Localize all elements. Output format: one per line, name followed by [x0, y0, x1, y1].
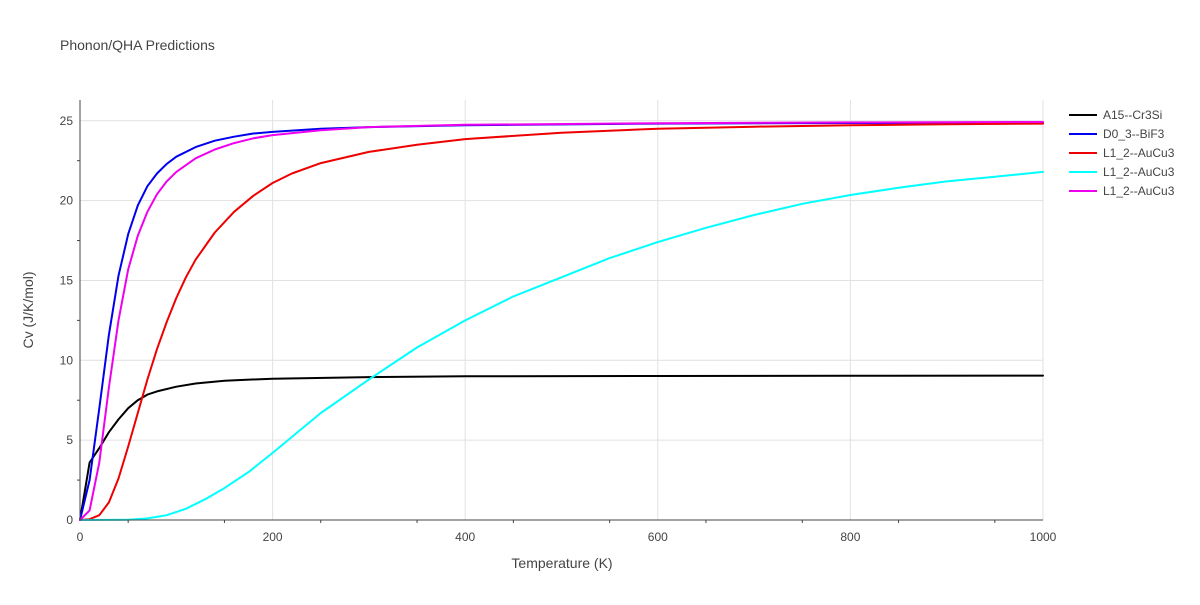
chart-title: Phonon/QHA Predictions: [60, 37, 215, 53]
series-line-4: [79, 121, 1044, 521]
x-tick-label: 400: [455, 530, 475, 544]
legend[interactable]: A15--Cr3Si D0_3--BiF3 L1_2--AuCu3 L1_2--AuC…: [1069, 108, 1175, 198]
x-tick-label: 800: [840, 530, 860, 544]
grid-lines: [80, 100, 1044, 520]
y-tick-label: 5: [66, 433, 73, 447]
legend-item-0[interactable]: A15--Cr3Si: [1069, 108, 1162, 122]
x-tick-label: 1000: [1030, 530, 1057, 544]
legend-item-2[interactable]: L1_2--AuCu3: [1069, 146, 1175, 160]
y-tick-label: 15: [60, 273, 74, 287]
legend-label: L1_2--AuCu3: [1103, 146, 1175, 160]
x-tick-label: 0: [77, 530, 84, 544]
legend-label: L1_2--AuCu3: [1103, 184, 1175, 198]
legend-label: D0_3--BiF3: [1103, 127, 1165, 141]
legend-item-3[interactable]: L1_2--AuCu3: [1069, 165, 1175, 179]
x-axis-title: Temperature (K): [511, 555, 612, 571]
axes: 0 200 400 600 800 1000 0 5 10 15 20 25: [60, 100, 1057, 544]
legend-item-4[interactable]: L1_2--AuCu3: [1069, 184, 1175, 198]
series-line-3: [79, 170, 1044, 521]
x-tick-label: 600: [648, 530, 668, 544]
y-tick-label: 20: [60, 194, 74, 208]
x-tick-label: 200: [263, 530, 283, 544]
legend-label: L1_2--AuCu3: [1103, 165, 1175, 179]
series-line-1: [79, 121, 1044, 521]
legend-label: A15--Cr3Si: [1103, 108, 1162, 122]
series-line-2: [79, 122, 1044, 521]
legend-item-1[interactable]: D0_3--BiF3: [1069, 127, 1165, 141]
y-tick-label: 25: [60, 114, 74, 128]
series-line-0: [79, 374, 1044, 521]
y-tick-label: 0: [66, 513, 73, 527]
y-tick-label: 10: [60, 353, 74, 367]
y-axis-title: Cv (J/K/mol): [20, 272, 36, 349]
plot-area: [79, 121, 1044, 521]
